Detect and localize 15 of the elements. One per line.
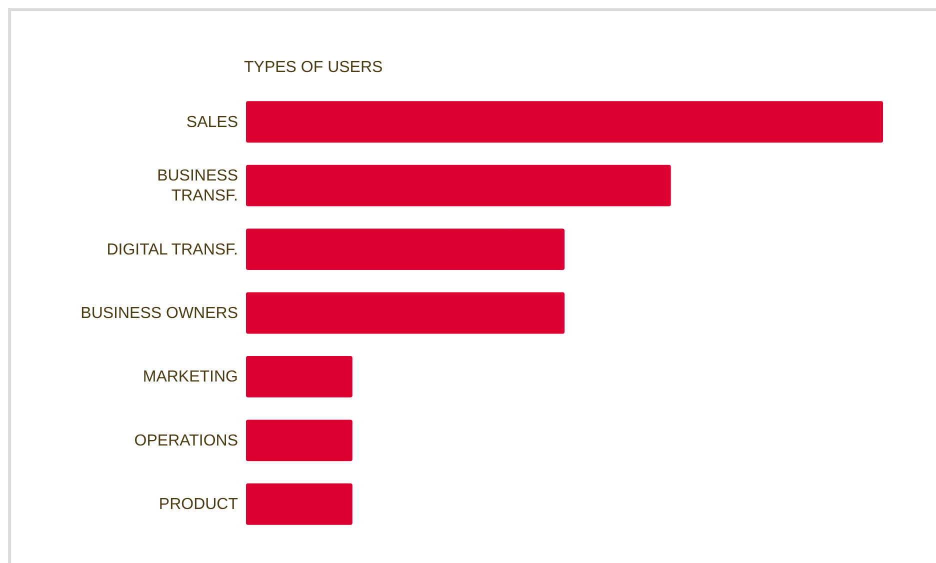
bar: [246, 483, 352, 525]
bar: [246, 101, 883, 143]
y-tick-label: MARKETING: [142, 368, 238, 386]
y-tick-label: BUSINESS OWNERS: [80, 304, 238, 322]
bar: [246, 228, 564, 270]
y-tick-label: OPERATIONS: [134, 432, 238, 449]
chart-title: TYPES OF USERS: [244, 59, 383, 76]
y-tick-label: DIGITAL TRANSF.: [106, 240, 238, 258]
y-tick-label: PRODUCT: [158, 496, 238, 513]
bar: [246, 420, 352, 462]
bar: [246, 164, 671, 206]
y-tick-label: BUSINESS TRANSF.: [157, 167, 238, 204]
y-tick-label: SALES: [186, 113, 238, 130]
bar: [246, 292, 564, 334]
bar: [246, 356, 352, 398]
